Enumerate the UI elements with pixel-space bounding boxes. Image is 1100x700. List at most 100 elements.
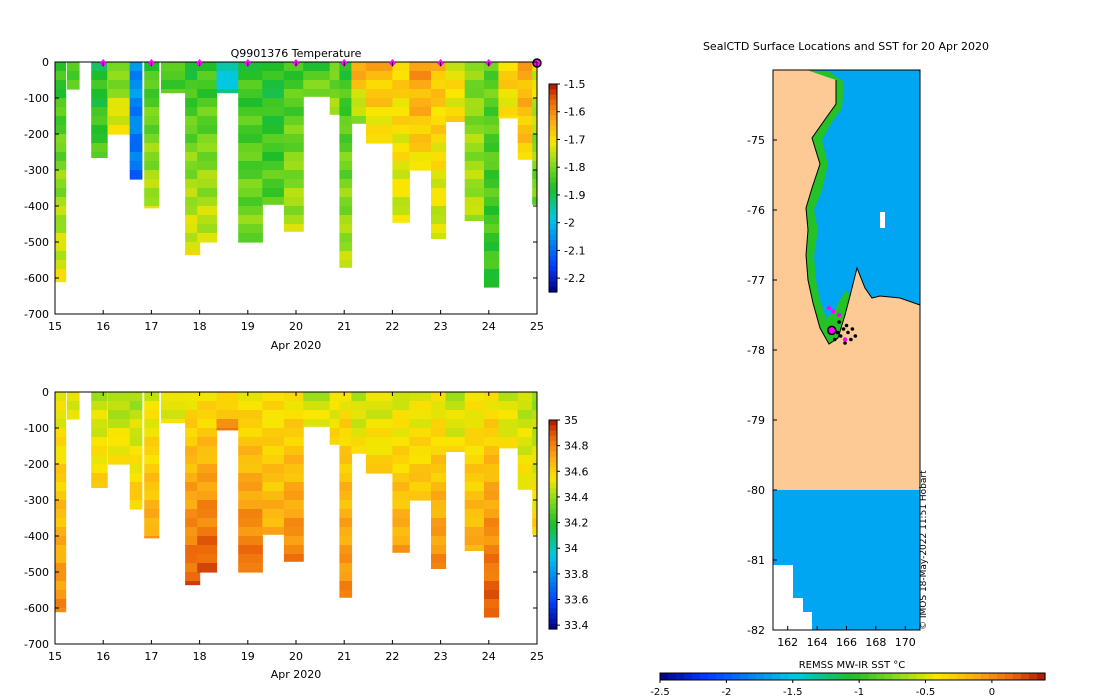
profile-cell: [129, 482, 143, 492]
profile-cell: [431, 419, 447, 429]
profile-cell: [55, 491, 67, 501]
profile-cell: [498, 410, 519, 420]
seal-position: [841, 327, 846, 331]
profile-cell: [185, 179, 201, 189]
profile-cell: [55, 197, 67, 207]
profile-cell: [144, 125, 160, 135]
profile-cell: [409, 80, 434, 90]
profile-cell: [283, 527, 304, 537]
sst-colorbar-segment: [724, 673, 733, 680]
profile-cell: [144, 62, 160, 72]
x-tick-label: 15: [48, 320, 62, 333]
profile-cell: [238, 98, 263, 108]
profile-cell: [484, 71, 500, 81]
profile-cell: [464, 419, 485, 429]
profile-cell: [283, 446, 304, 456]
profile-cell: [262, 518, 285, 528]
profile-column: [216, 392, 239, 431]
coastal-band: [806, 70, 850, 344]
profile-cell: [129, 500, 143, 510]
profile-cell: [161, 71, 193, 81]
profile-cell: [238, 116, 263, 126]
sst-colorbar-segment: [828, 673, 837, 680]
profile-cell: [262, 509, 285, 519]
profile-cell: [445, 107, 466, 117]
profile-cell: [431, 563, 447, 569]
profile-column: [144, 392, 160, 539]
profile-cell: [431, 482, 447, 492]
profile-cell: [484, 473, 500, 483]
profile-cell: [532, 455, 537, 465]
profile-cell: [185, 224, 201, 234]
profile-cell: [365, 428, 393, 438]
colorbar-segment: [549, 613, 557, 620]
profile-cell: [144, 464, 160, 474]
profile-cell: [197, 518, 218, 528]
colorbar-segment: [549, 566, 557, 573]
sst-colorbar-segment: [668, 673, 677, 680]
profile-cell: [185, 572, 201, 582]
profile-cell: [392, 143, 410, 153]
profile-cell: [55, 419, 67, 429]
lon-tick-label: 164: [807, 636, 828, 649]
profile-cell: [197, 206, 218, 216]
x-tick-label: 23: [434, 650, 448, 663]
profile-cell: [144, 134, 160, 144]
colorbar-segment: [549, 120, 557, 127]
sst-colorbar-segment: [932, 673, 942, 680]
profile-cell: [55, 242, 67, 252]
profile-cell: [409, 161, 434, 171]
profile-cell: [484, 152, 500, 162]
profile-cell: [91, 62, 108, 72]
lat-tick-label: -77: [747, 274, 765, 287]
profile-cell: [351, 428, 367, 438]
lat-tick-label: -80: [747, 484, 765, 497]
profile-cell: [283, 509, 304, 519]
profile-cell: [216, 401, 239, 411]
profile-cell: [91, 80, 108, 90]
profile-cell: [55, 392, 67, 402]
seal-position-highlight: [842, 337, 848, 342]
profile-cell: [144, 89, 160, 99]
profile-cell: [91, 419, 108, 429]
temperature-x-label: Apr 2020: [271, 339, 322, 352]
profile-cell: [185, 545, 201, 555]
profile-cell: [185, 419, 201, 429]
seal-position: [846, 330, 850, 335]
profile-cell: [484, 491, 500, 501]
profile-cell: [108, 71, 131, 81]
profile-column: [351, 62, 367, 124]
profile-cell: [464, 170, 485, 180]
profile-cell: [431, 473, 447, 483]
colorbar-segment: [549, 524, 557, 531]
colorbar-segment: [549, 446, 557, 452]
profile-cell: [365, 419, 393, 429]
profile-cell: [339, 563, 353, 573]
profile-cell: [144, 170, 160, 180]
profile-cell: [185, 80, 201, 90]
profile-cell: [532, 428, 537, 438]
sst-colorbar-tick-label: -1: [854, 687, 864, 698]
profile-cell: [283, 188, 304, 198]
profile-cell: [55, 134, 67, 144]
profile-cell: [464, 482, 485, 492]
profile-cell: [392, 455, 410, 465]
profile-column: [238, 392, 263, 573]
sst-colorbar-segment: [964, 673, 974, 680]
colorbar-segment: [549, 219, 557, 225]
profile-cell: [365, 437, 393, 447]
profile-cell: [445, 98, 466, 108]
profile-column: [464, 392, 485, 551]
profile-cell: [365, 62, 393, 72]
profile-cell: [161, 410, 193, 420]
profile-cell: [339, 107, 353, 117]
profile-cell: [409, 473, 434, 483]
profile-cell: [464, 410, 485, 420]
colorbar-segment: [549, 198, 557, 205]
profile-column: [532, 62, 537, 205]
profile-cell: [464, 527, 485, 537]
profile-cell: [185, 251, 201, 256]
profile-cell: [464, 197, 485, 207]
profile-cell: [339, 590, 353, 598]
profile-cell: [262, 107, 285, 117]
